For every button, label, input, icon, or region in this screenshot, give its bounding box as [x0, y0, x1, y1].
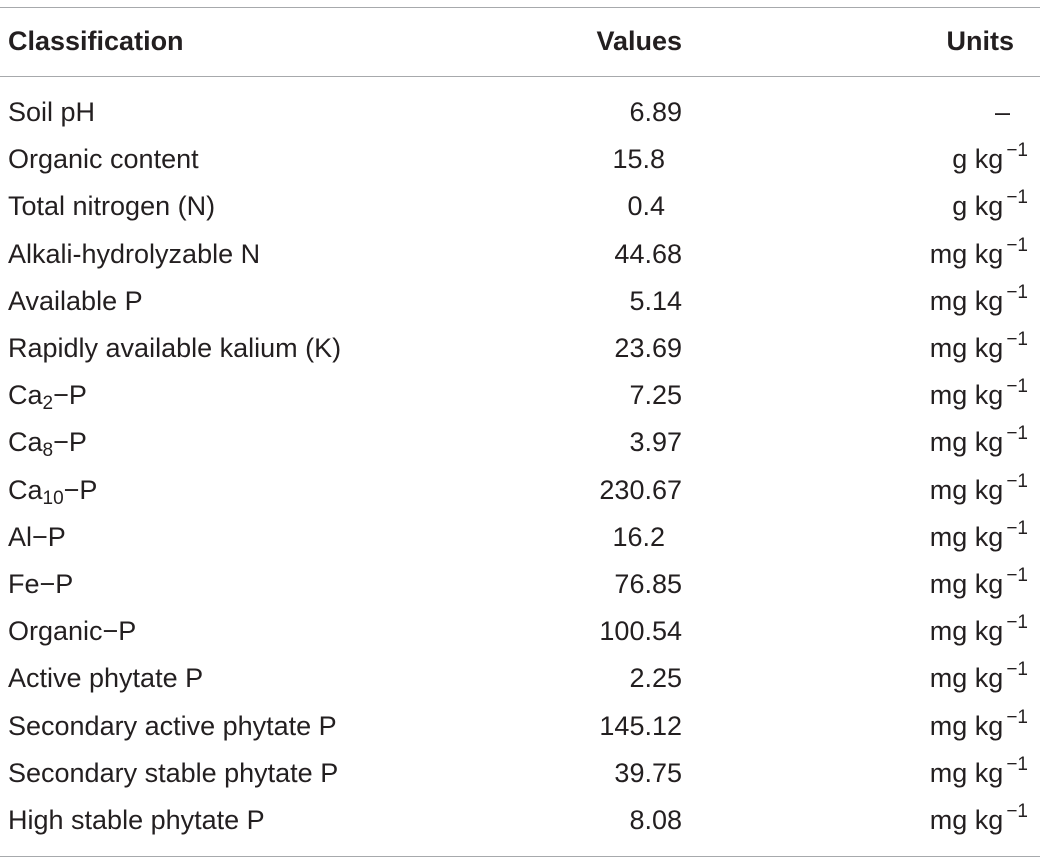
unit-exponent: −1 — [1006, 376, 1028, 397]
unit-exponent: −1 — [1006, 707, 1028, 728]
classification-cell: High stable phytate P — [8, 805, 265, 835]
classification-cell: Ca2−P — [8, 379, 87, 415]
unit-exponent: −1 — [1006, 282, 1028, 303]
value-cell: 8.08 — [629, 805, 682, 835]
classification-cell: Total nitrogen (N) — [8, 191, 216, 221]
unit-base: mg kg — [929, 663, 1004, 693]
value-cell: 7.25 — [629, 380, 682, 410]
unit-cell: mg kg −1 — [929, 471, 1028, 510]
value-cell: 100.54 — [599, 616, 682, 646]
unit-cell: mg kg −1 — [929, 565, 1028, 604]
value-cell: 3.97 — [629, 427, 682, 457]
unit-base: mg kg — [929, 427, 1004, 457]
classification-subscript: 10 — [42, 488, 64, 509]
unit-cell: g kg −1 — [952, 187, 1028, 226]
unit-cell: mg kg −1 — [929, 282, 1028, 321]
classification-cell: Secondary active phytate P — [8, 711, 337, 741]
unit-cell: mg kg −1 — [929, 801, 1028, 840]
unit-base: mg kg — [929, 239, 1004, 269]
unit-cell: g kg −1 — [952, 140, 1028, 179]
unit-exponent: −1 — [1006, 235, 1028, 256]
unit-cell: mg kg −1 — [929, 235, 1028, 274]
unit-exponent: −1 — [1006, 329, 1028, 350]
classification-cell: Rapidly available kalium (K) — [8, 333, 342, 363]
classification-cell: Ca8−P — [8, 426, 87, 462]
unit-cell: mg kg −1 — [929, 659, 1028, 698]
unit-base: mg kg — [929, 380, 1004, 410]
unit-base: mg kg — [929, 616, 1004, 646]
classification-cell: Organic−P — [8, 616, 137, 646]
classification-cell: Fe−P — [8, 569, 74, 599]
value-cell: 16.2 — [612, 522, 665, 552]
unit-cell: mg kg −1 — [929, 423, 1028, 462]
classification-prefix: Ca — [8, 380, 43, 410]
classification-suffix: −P — [53, 427, 87, 457]
unit-exponent: −1 — [1006, 659, 1028, 680]
unit-base: mg kg — [929, 475, 1004, 505]
unit-exponent: −1 — [1006, 565, 1028, 586]
classification-cell: Active phytate P — [8, 663, 204, 693]
unit-exponent: −1 — [1006, 471, 1028, 492]
classification-cell: Ca10−P — [8, 474, 97, 510]
unit-cell: mg kg −1 — [929, 754, 1028, 793]
value-cell: 0.4 — [627, 191, 665, 221]
classification-cell: Soil pH — [8, 97, 96, 127]
unit-cell: mg kg −1 — [929, 329, 1028, 368]
value-cell: 230.67 — [599, 475, 682, 505]
classification-prefix: Ca — [8, 475, 43, 505]
unit-base: g kg — [952, 144, 1004, 174]
unit-exponent: −1 — [1006, 754, 1028, 775]
value-cell: 23.69 — [614, 333, 682, 363]
value-cell: 145.12 — [599, 711, 682, 741]
unit-exponent: −1 — [1006, 423, 1028, 444]
value-cell: 76.85 — [614, 569, 682, 599]
unit-cell: – — [995, 96, 1028, 128]
classification-cell: Organic content — [8, 144, 199, 174]
classification-cell: Secondary stable phytate P — [8, 758, 339, 788]
classification-suffix: −P — [53, 380, 87, 410]
unit-base: mg kg — [929, 286, 1004, 316]
unit-exponent: −1 — [1006, 187, 1028, 208]
value-cell: 5.14 — [629, 286, 682, 316]
classification-subscript: 2 — [42, 393, 54, 414]
unit-exponent: −1 — [1006, 801, 1028, 822]
unit-exponent: −1 — [1006, 518, 1028, 539]
unit-cell: mg kg −1 — [929, 707, 1028, 746]
value-cell: 44.68 — [614, 239, 682, 269]
unit-base: mg kg — [929, 569, 1004, 599]
classification-suffix: −P — [63, 475, 98, 505]
unit-exponent: −1 — [1006, 612, 1028, 633]
value-cell: 39.75 — [614, 758, 682, 788]
unit-base: mg kg — [929, 522, 1004, 552]
unit-exponent: −1 — [1006, 140, 1028, 161]
unit-base: mg kg — [929, 333, 1004, 363]
classification-cell: Al−P — [8, 522, 66, 552]
unit-cell: mg kg −1 — [929, 376, 1028, 415]
classification-prefix: Ca — [8, 427, 43, 457]
unit-base: mg kg — [929, 805, 1004, 835]
unit-cell: mg kg −1 — [929, 612, 1028, 651]
header-classification: Classification — [8, 26, 184, 56]
value-cell: 6.89 — [629, 97, 682, 127]
table-header-rule — [0, 76, 1040, 77]
unit-cell: mg kg −1 — [929, 518, 1028, 557]
table-top-rule — [0, 7, 1040, 8]
value-cell: 15.8 — [612, 144, 665, 174]
table-bottom-rule — [0, 856, 1040, 857]
unit-base: mg kg — [929, 711, 1004, 741]
classification-cell: Alkali-hydrolyzable N — [8, 239, 261, 269]
unit-base: g kg — [952, 191, 1004, 221]
classification-cell: Available P — [8, 286, 143, 316]
header-units: Units — [946, 26, 1015, 56]
value-cell: 2.25 — [629, 663, 682, 693]
header-values: Values — [596, 26, 682, 56]
unit-base: mg kg — [929, 758, 1004, 788]
unit-text: – — [994, 97, 1010, 127]
classification-subscript: 8 — [42, 440, 54, 461]
